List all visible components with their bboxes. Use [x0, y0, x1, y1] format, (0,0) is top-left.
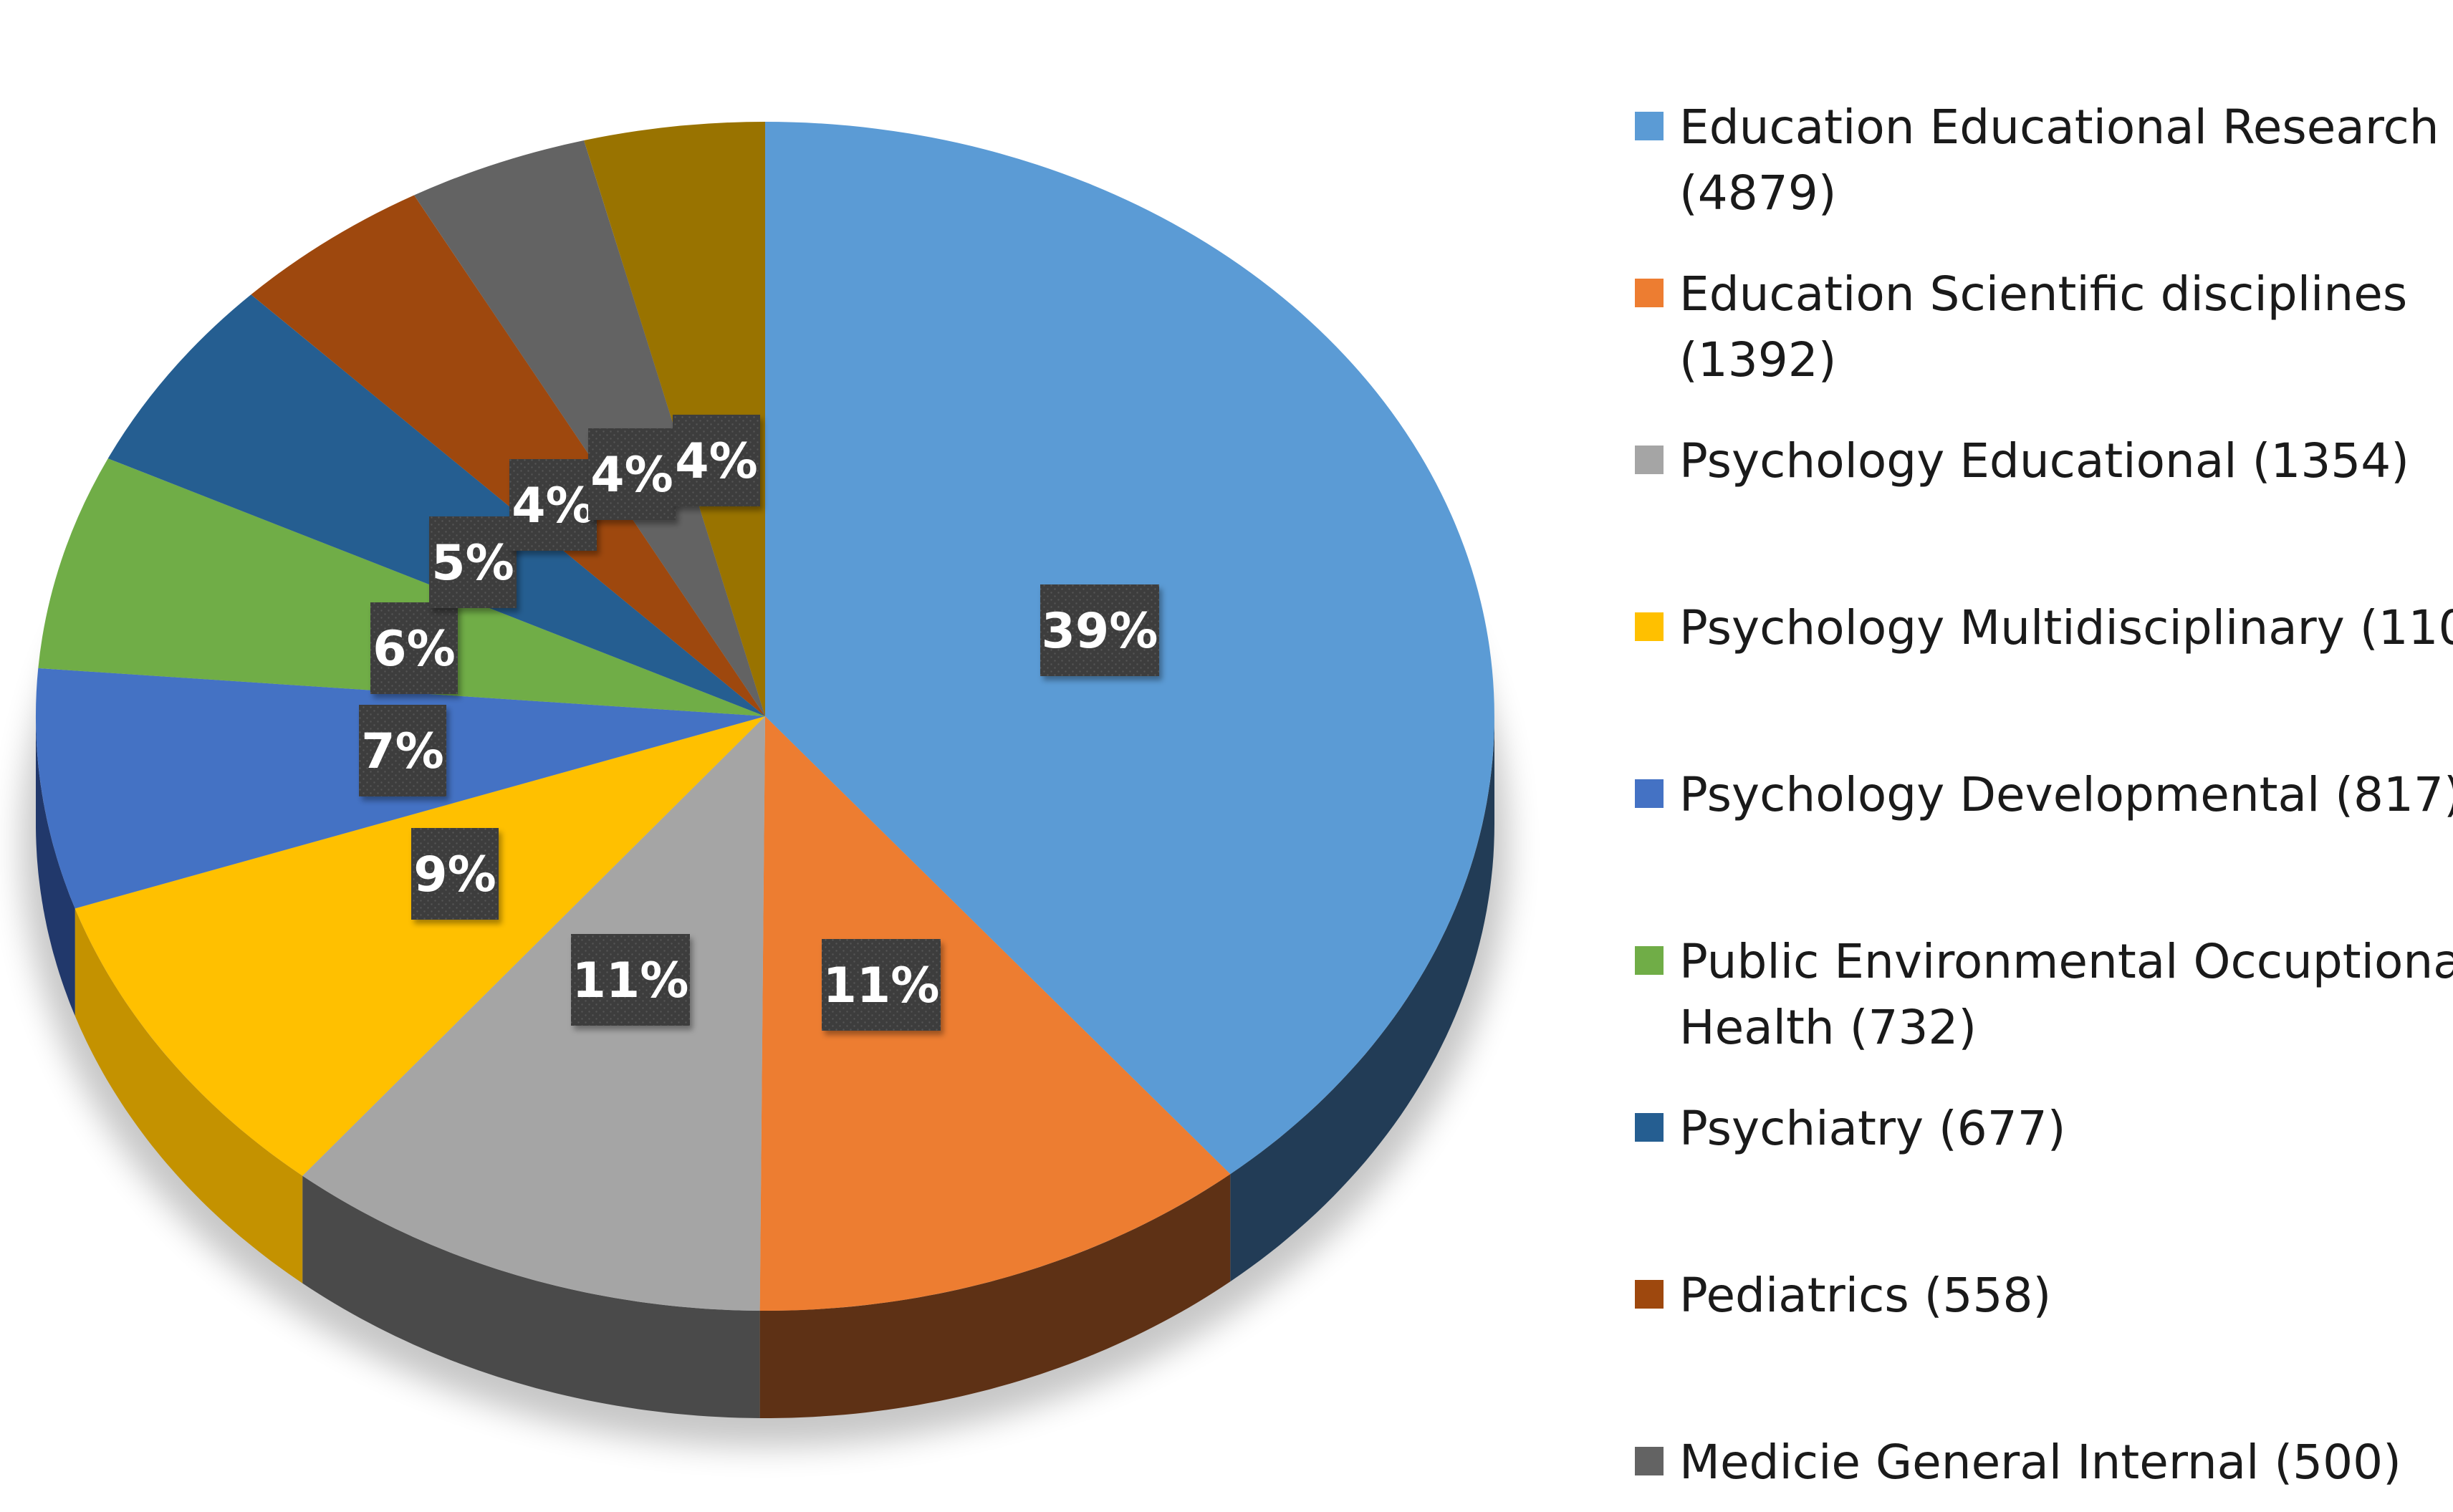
legend-swatch-7 — [1635, 1280, 1664, 1309]
svg-text:5%: 5% — [431, 535, 514, 592]
legend-text-2-0: Psychology Educational (1354) — [1679, 433, 2409, 488]
legend-text-4-0: Psychology Developmental (817) — [1679, 767, 2453, 822]
data-label-4: 7% — [359, 705, 446, 796]
data-label-5: 6% — [370, 602, 458, 694]
data-label-9: 4% — [673, 415, 760, 506]
legend-text-0-0: Education Educational Research — [1679, 100, 2439, 155]
svg-text:4%: 4% — [590, 447, 673, 504]
pie-side-3 — [75, 908, 303, 1284]
legend-text-8-0: Medicie General Internal (500) — [1679, 1435, 2401, 1490]
pie-side-2 — [302, 1175, 760, 1418]
data-label-6: 5% — [429, 516, 517, 608]
legend-swatch-6 — [1635, 1113, 1664, 1142]
data-label-8: 4% — [588, 428, 676, 520]
svg-text:4%: 4% — [512, 478, 594, 534]
pie-side-4 — [36, 716, 75, 1016]
data-label-3: 9% — [411, 828, 499, 920]
legend-text-5-0: Public Environmental Occuptional — [1679, 934, 2453, 989]
pie-side-1 — [759, 1174, 1231, 1418]
pie-slice-5 — [38, 458, 766, 716]
data-label-1: 11% — [822, 939, 941, 1031]
svg-text:4%: 4% — [675, 433, 757, 490]
pie-slice-3 — [75, 716, 765, 1176]
legend-swatch-2 — [1635, 446, 1664, 474]
legend-text-7-0: Pediatrics (558) — [1679, 1268, 2051, 1323]
legend-entry-0: Education Educational Research (4879) — [1635, 100, 2439, 221]
legend-entry-6: Psychiatry (677) — [1635, 1101, 2066, 1156]
pie-slice-6 — [107, 294, 765, 716]
legend-text-6-0: Psychiatry (677) — [1679, 1101, 2066, 1156]
legend-swatch-3 — [1635, 612, 1664, 641]
svg-text:11%: 11% — [823, 958, 940, 1014]
legend-text-5-1: Health (732) — [1679, 1000, 1977, 1055]
legend-entry-3: Psychology Multidisciplinary (1104) — [1635, 600, 2453, 655]
pie-slice-2 — [302, 716, 765, 1311]
legend-swatch-4 — [1635, 779, 1664, 808]
data-label-2: 11% — [571, 934, 690, 1026]
data-label-0: 39% — [1040, 584, 1159, 676]
legend-text-1-1: (1392) — [1679, 332, 1836, 387]
legend-swatch-1 — [1635, 279, 1664, 307]
legend-entry-7: Pediatrics (558) — [1635, 1268, 2051, 1323]
legend-text-0-1: (4879) — [1679, 165, 1836, 221]
pie-side-0 — [1230, 716, 1494, 1282]
legend-swatch-5 — [1635, 946, 1664, 975]
pie-slice-1 — [759, 716, 1231, 1311]
svg-text:11%: 11% — [572, 953, 689, 1009]
svg-text:9%: 9% — [413, 847, 496, 903]
legend-text-1-0: Education Scientific disciplines — [1679, 266, 2407, 322]
legend-swatch-8 — [1635, 1447, 1664, 1475]
legend-entry-4: Psychology Developmental (817) — [1635, 767, 2453, 822]
svg-text:6%: 6% — [373, 621, 455, 678]
legend-entry-2: Psychology Educational (1354) — [1635, 433, 2409, 488]
legend-entry-8: Medicie General Internal (500) — [1635, 1435, 2401, 1490]
pie-slice-7 — [251, 195, 765, 716]
legend-entry-1: Education Scientific disciplines (1392) — [1635, 266, 2407, 387]
legend-entry-5: Public Environmental Occuptional Health (… — [1635, 934, 2453, 1055]
legend-swatch-0 — [1635, 112, 1664, 140]
svg-text:39%: 39% — [1042, 603, 1158, 660]
data-label-7: 4% — [509, 459, 597, 551]
legend-text-3-0: Psychology Multidisciplinary (1104) — [1679, 600, 2453, 655]
svg-text:7%: 7% — [361, 723, 443, 780]
